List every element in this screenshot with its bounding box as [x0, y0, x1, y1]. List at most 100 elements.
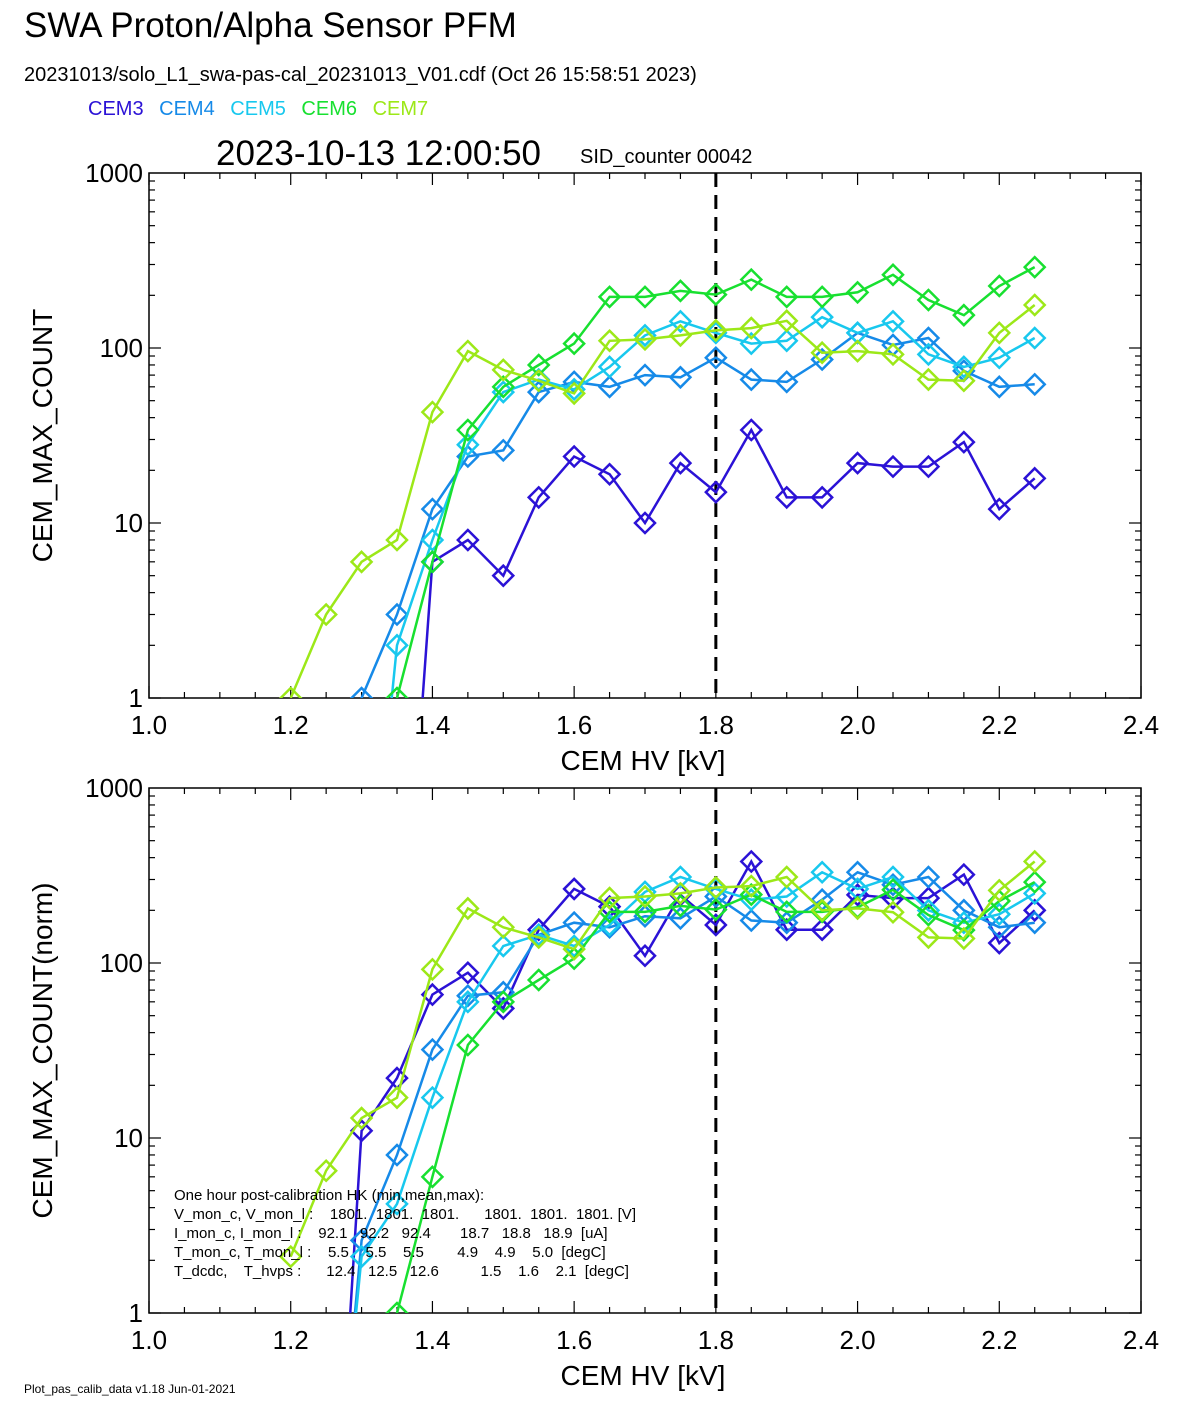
- data-point-cem7: [456, 896, 480, 921]
- data-point-cem3: [562, 444, 586, 469]
- data-point-cem3: [633, 511, 657, 535]
- data-point-cem5: [774, 328, 799, 353]
- x-tick-label: 1.0: [131, 710, 167, 740]
- data-point-cem4: [385, 602, 409, 627]
- data-point-cem7: [597, 328, 622, 353]
- legend-cem4: CEM4: [159, 98, 215, 120]
- data-point-cem5: [491, 934, 516, 958]
- data-point-cem5: [456, 990, 480, 1014]
- data-point-cem7: [491, 358, 516, 382]
- data-point-cem7: [810, 340, 834, 365]
- data-point-cem4: [704, 345, 728, 370]
- x-tick-label: 1.2: [273, 710, 309, 740]
- data-point-cem7: [385, 528, 409, 552]
- x-tick-label: 1.6: [556, 710, 592, 740]
- data-point-cem3: [704, 913, 728, 937]
- data-point-cem5: [916, 342, 941, 367]
- data-point-cem5: [385, 1192, 409, 1216]
- data-point-cem6: [881, 878, 905, 902]
- data-point-cem7: [420, 957, 445, 982]
- hk-line: I_mon_c, I_mon_l : 92.1 92.2 92.4 18.7 1…: [174, 1225, 608, 1242]
- data-point-cem5: [952, 355, 976, 379]
- data-point-cem5: [845, 321, 870, 345]
- data-point-cem5: [987, 902, 1012, 926]
- x-tick-label: 2.0: [839, 1325, 875, 1355]
- sid-counter: SID_counter 00042: [580, 146, 753, 168]
- file-info: 20231013/solo_L1_swa-pas-cal_20231013_V0…: [24, 64, 697, 86]
- series-line-cem7: [289, 860, 1036, 1258]
- data-point-cem4: [385, 1143, 409, 1167]
- data-point-cem6: [774, 285, 799, 309]
- data-point-cem6: [739, 267, 764, 292]
- x-tick-label: 2.4: [1123, 1325, 1159, 1355]
- data-point-cem6: [633, 900, 657, 924]
- data-point-cem5: [916, 898, 941, 923]
- data-point-cem7: [278, 686, 303, 698]
- y-tick-label: 1: [129, 1298, 143, 1328]
- data-point-cem4: [420, 497, 445, 521]
- series-line-cem3: [421, 427, 1036, 698]
- hk-summary: One hour post-calibration HK (min,mean,m…: [174, 1187, 636, 1280]
- data-point-cem6: [952, 303, 976, 327]
- data-point-cem5: [385, 633, 409, 658]
- data-point-cem7: [491, 915, 516, 940]
- x-tick-label: 1.8: [698, 1325, 734, 1355]
- data-point-cem3: [952, 430, 976, 454]
- data-point-cem7: [562, 381, 586, 406]
- data-point-cem7: [739, 316, 764, 340]
- data-point-cem7: [456, 339, 480, 363]
- data-point-cem6: [668, 894, 693, 918]
- data-point-cem3: [456, 528, 480, 552]
- series-line-cem7: [289, 304, 1036, 698]
- footer-version: Plot_pas_calib_data v1.18 Jun-01-2021: [24, 1382, 236, 1396]
- data-point-cem6: [1022, 255, 1047, 279]
- data-point-cem6: [668, 279, 693, 303]
- data-point-cem7: [668, 881, 693, 906]
- data-point-cem6: [952, 918, 976, 942]
- data-point-cem6: [526, 353, 551, 377]
- x-tick-label: 1.8: [698, 710, 734, 740]
- x-tick-label: 1.0: [131, 1325, 167, 1355]
- data-point-cem3: [987, 931, 1012, 955]
- data-point-cem7: [1022, 293, 1047, 317]
- y-tick-label: 100: [100, 333, 143, 363]
- data-point-cem6: [562, 331, 586, 356]
- timestamp: 2023-10-13 12:00:50: [216, 134, 541, 173]
- data-point-cem7: [987, 878, 1012, 903]
- data-point-cem7: [774, 865, 799, 889]
- data-point-cem5: [633, 323, 657, 348]
- hk-line: T_mon_c, T_mon_l : 5.5 5.5 5.5 4.9 4.9 5…: [174, 1244, 606, 1261]
- data-point-cem7: [881, 342, 905, 367]
- hk-line: One hour post-calibration HK (min,mean,m…: [174, 1187, 484, 1204]
- data-point-cem6: [491, 990, 516, 1014]
- data-point-cem6: [916, 288, 941, 312]
- data-point-cem7: [881, 900, 905, 925]
- data-point-cem7: [774, 309, 799, 333]
- data-point-cem3: [526, 485, 551, 510]
- data-point-cem7: [916, 367, 941, 392]
- data-point-cem3: [916, 886, 941, 910]
- data-point-cem6: [491, 375, 516, 399]
- y-tick-label: 1000: [85, 158, 143, 188]
- data-point-cem3: [916, 454, 941, 479]
- data-point-cem5: [526, 922, 551, 947]
- data-point-cem4: [845, 860, 870, 885]
- data-point-cem6: [562, 946, 586, 971]
- y-tick-label: 1: [129, 683, 143, 713]
- data-point-cem7: [987, 321, 1012, 345]
- data-point-cem7: [668, 323, 693, 348]
- hk-line: V_mon_c, V_mon_l : 1801. 1801. 1801. 180…: [174, 1206, 636, 1223]
- legend-cem5: CEM5: [230, 98, 286, 120]
- data-point-cem7: [314, 602, 338, 627]
- data-point-cem5: [668, 309, 693, 334]
- data-point-cem6: [987, 274, 1012, 298]
- data-point-cem4: [1022, 372, 1047, 397]
- data-point-cem4: [597, 915, 622, 940]
- data-point-cem4: [739, 367, 764, 392]
- data-point-cem6: [526, 968, 551, 992]
- data-point-cem3: [987, 497, 1012, 521]
- chart-panel-1: 1.0 1.2 1.4 1.6 1.8 2.0 2.2 2.4 1 10 100 1000 CEM HV…: [27, 158, 1159, 776]
- data-point-cem6: [704, 282, 728, 307]
- data-point-cem4: [526, 380, 551, 404]
